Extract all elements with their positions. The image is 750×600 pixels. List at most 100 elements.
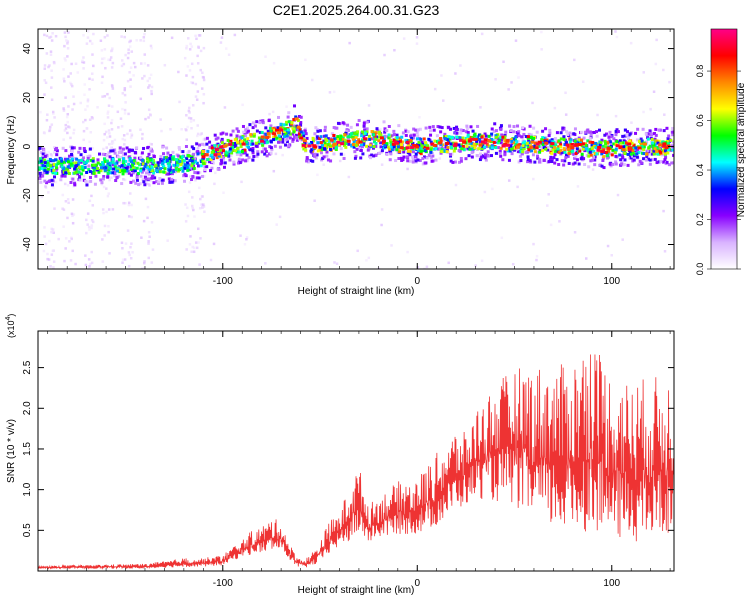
spectrogram-cell xyxy=(630,141,634,145)
spectrogram-cell xyxy=(480,259,484,263)
colorbar-tick-label: 0.8 xyxy=(695,65,705,78)
spectrogram-cell xyxy=(607,149,611,153)
spectrogram-cell xyxy=(473,137,478,141)
spectrogram-cell xyxy=(106,34,109,37)
spectrogram-cell xyxy=(200,203,203,206)
spectrogram-cell xyxy=(45,162,49,166)
spectrogram-cell xyxy=(88,140,91,144)
spectrogram-cell xyxy=(145,182,149,186)
spectrogram-cell xyxy=(540,30,543,34)
spectrogram-cell xyxy=(615,140,619,144)
spectrogram-cell xyxy=(44,164,48,168)
spectrogram-cell xyxy=(514,39,518,42)
spectrogram-cell xyxy=(494,137,498,141)
spectrogram-cell xyxy=(110,84,114,87)
spectrogram-cell xyxy=(475,139,479,143)
spectrogram-cell xyxy=(626,130,630,134)
spectrogram-cell xyxy=(574,141,578,145)
spectrogram-cell xyxy=(571,162,575,166)
spectrogram-cell xyxy=(377,139,381,143)
spectrogram-cell xyxy=(580,155,584,159)
spectrogram-cell xyxy=(503,150,507,154)
spectrogram-cell xyxy=(43,235,46,238)
spectrogram-cell xyxy=(132,74,135,77)
spectrogram-cell xyxy=(208,160,212,164)
spectrogram-cell xyxy=(47,191,50,194)
spectrogram-cell xyxy=(604,145,608,149)
spectrogram-cell xyxy=(278,145,282,149)
spectrogram-cell xyxy=(320,158,324,162)
spectrogram-cell xyxy=(352,136,356,140)
spectrogram-cell xyxy=(246,137,250,141)
spectrogram-cell xyxy=(318,148,322,152)
spectrogram-cell xyxy=(372,145,376,149)
spectrogram-cell xyxy=(427,154,431,158)
spectrogram-cell xyxy=(459,128,463,132)
spectrogram-cell xyxy=(359,156,363,160)
spectrogram-cell xyxy=(111,157,115,161)
spectrogram-cell xyxy=(465,124,469,128)
spectrogram-cell xyxy=(260,131,264,135)
spectrogram-cell xyxy=(202,46,206,50)
spectrogram-cell xyxy=(139,97,143,101)
spectrogram-cell xyxy=(39,110,42,114)
spectrogram-cell xyxy=(123,88,126,92)
spectrogram-cell xyxy=(460,143,464,147)
spectrogram-cell xyxy=(451,141,455,145)
spectrogram-cell xyxy=(557,139,561,143)
spectrogram-cell xyxy=(74,170,78,174)
spectrogram-cell xyxy=(635,152,639,156)
snr-ytick-label: 1.0 xyxy=(22,482,33,496)
spectrogram-cell xyxy=(510,81,513,84)
spectrogram-cell xyxy=(532,136,536,140)
spectrogram-cell xyxy=(119,117,123,120)
spectrogram-cell xyxy=(84,108,87,111)
spectrogram-cell xyxy=(622,145,626,149)
spectrogram-cell xyxy=(573,139,577,143)
spectrogram-cell xyxy=(64,199,68,203)
spectrogram-cell xyxy=(548,148,552,152)
spectrogram-cell xyxy=(425,146,430,150)
spectrogram-cell xyxy=(53,116,56,119)
spectrogram-cell xyxy=(252,155,256,159)
spectrogram-cell xyxy=(444,144,448,148)
spectrogram-cell xyxy=(46,159,50,163)
spectrogram-cell xyxy=(71,214,74,218)
spectrogram-cell xyxy=(284,132,288,136)
spectrogram-cell xyxy=(595,130,599,134)
spectrogram-cell xyxy=(39,180,43,184)
spectrogram-cell xyxy=(451,146,455,150)
spectrogram-cell xyxy=(494,135,498,139)
spectrogram-cell xyxy=(574,143,579,147)
spectrogram-cell xyxy=(431,125,435,129)
spectrogram-cell xyxy=(578,149,582,153)
spectrogram-cell xyxy=(579,130,583,134)
spectrogram-cell xyxy=(66,120,70,124)
spectrogram-cell xyxy=(573,231,577,234)
spectrogram-cell xyxy=(387,147,391,151)
spectrogram-cell xyxy=(583,130,587,134)
spectrogram-cell xyxy=(303,127,307,131)
spectrogram-cell xyxy=(192,250,196,254)
spectrogram-cell xyxy=(465,127,469,131)
spectrogram-cell xyxy=(124,101,127,104)
spectrogram-cell xyxy=(615,144,620,148)
spectrogram-cell xyxy=(170,172,174,176)
spectrogram-cell xyxy=(564,141,568,145)
spectrogram-cell xyxy=(43,33,46,37)
spectrogram-cell xyxy=(559,137,563,141)
spectrogram-cell xyxy=(564,153,568,157)
spectrogram-cell xyxy=(70,62,73,66)
spectrogram-cell xyxy=(461,136,465,140)
spectrogram-cell xyxy=(88,88,91,91)
spectrogram-cell xyxy=(486,150,490,154)
spectrogram-cell xyxy=(165,146,169,150)
spectrogram-cell xyxy=(86,36,90,39)
spectrogram-cell xyxy=(648,129,652,133)
spectrogram-cell xyxy=(564,156,568,160)
spectrogram-cell xyxy=(464,147,468,151)
spectrogram-cell xyxy=(235,134,239,138)
spectrogram-cell xyxy=(570,143,575,147)
spectrogram-cell xyxy=(304,132,308,136)
